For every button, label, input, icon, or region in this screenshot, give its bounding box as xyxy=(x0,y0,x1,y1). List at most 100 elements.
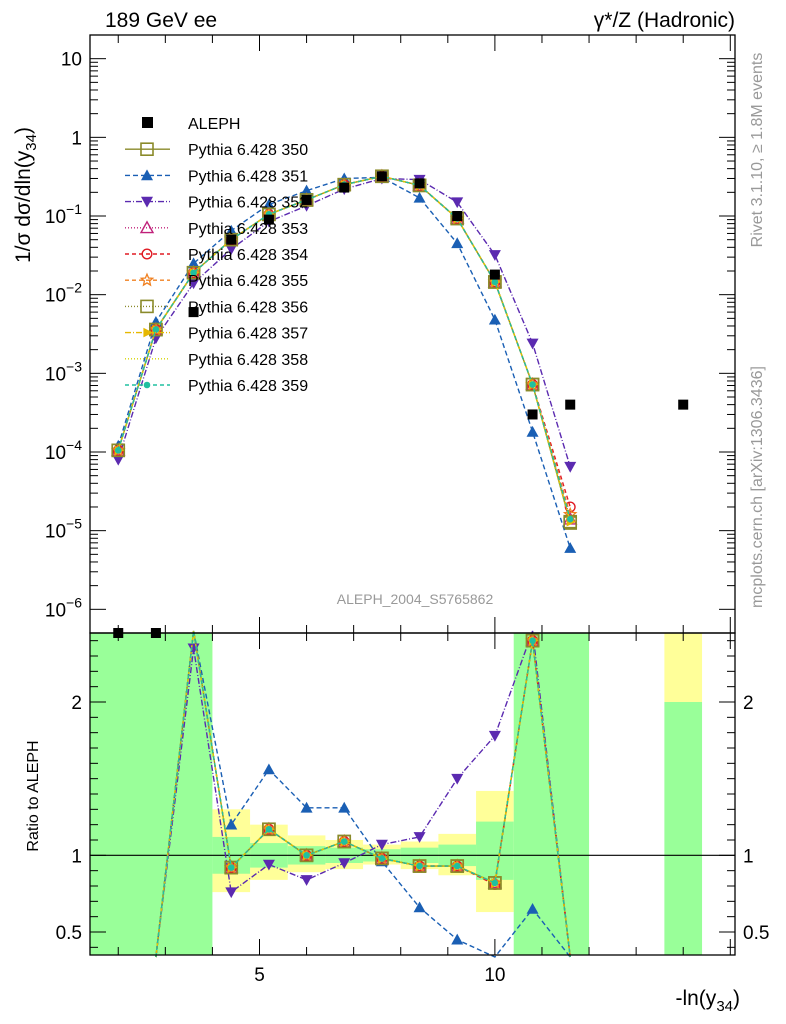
legend-entry-9: Pythia 6.428 359 xyxy=(125,378,308,395)
aleph-point-7 xyxy=(376,171,387,182)
band-green-8 xyxy=(476,821,514,880)
band-yellow-10 xyxy=(664,633,703,702)
main-point-2-10 xyxy=(488,250,501,261)
legend-marker-4 xyxy=(141,248,153,260)
legend-label-aleph: ALEPH xyxy=(188,116,240,133)
ratio-panel: 5 10 0.5 0.5 1 1 2 2 xyxy=(56,630,769,986)
ratio-point-9-10 xyxy=(529,637,536,644)
ratio-point-9-2 xyxy=(227,864,235,871)
main-point-9-10 xyxy=(491,278,499,286)
main-y-tick-label-2: 10−4 xyxy=(45,437,82,464)
legend-entry-5: Pythia 6.428 355 xyxy=(125,272,308,290)
main-point-1-4 xyxy=(262,198,275,210)
aleph-points xyxy=(113,171,689,638)
main-y-tick-label-0: 10−6 xyxy=(45,594,82,621)
aleph-point-6 xyxy=(339,182,350,193)
mcplots-label: mcplots.cern.ch [arXiv:1306.3436] xyxy=(749,366,766,608)
main-point-2-3 xyxy=(225,244,238,256)
ratio-y-tick-label-right-1: 1 xyxy=(743,846,754,867)
header-process: γ*/Z (Hadronic) xyxy=(594,9,735,32)
legend-label-2: Pythia 6.428 352 xyxy=(188,195,308,212)
ratio-point-1-5 xyxy=(338,801,351,813)
ratio-line-9 xyxy=(155,630,571,958)
main-point-1-10 xyxy=(488,313,501,325)
legend-label-1: Pythia 6.428 351 xyxy=(188,168,308,185)
main-point-1-12 xyxy=(564,542,577,553)
ratio-line-1 xyxy=(155,630,571,958)
legend-entry-0: Pythia 6.428 350 xyxy=(125,142,308,159)
legend-label-8: Pythia 6.428 358 xyxy=(188,352,308,369)
ratio-x-axis: 5 10 xyxy=(117,633,731,986)
ratio-y-tick-label-left-2: 2 xyxy=(71,693,82,714)
aleph-point-13 xyxy=(678,399,689,410)
header-energy: 189 GeV ee xyxy=(105,9,217,32)
main-point-1-3 xyxy=(225,224,238,236)
legend-label-5: Pythia 6.428 355 xyxy=(188,273,308,290)
ratio-y-tick-label-right-0: 0.5 xyxy=(743,923,769,944)
ratio-point-1-8 xyxy=(451,933,464,945)
legend-marker-5 xyxy=(139,272,155,287)
aleph-point-3 xyxy=(226,234,237,245)
main-y-tick-label-4: 10−2 xyxy=(45,280,82,307)
aleph-point-10 xyxy=(489,269,500,280)
legend-entry-6: Pythia 6.428 356 xyxy=(125,299,308,316)
aleph-point-5 xyxy=(301,194,312,205)
main-series-1 xyxy=(112,171,577,553)
ratio-point-2-8 xyxy=(451,773,464,785)
main-point-2-2 xyxy=(187,278,200,290)
ratio-point-2-3 xyxy=(262,859,275,871)
aleph-point-9 xyxy=(452,211,463,222)
main-y-tick-label-5: 10−1 xyxy=(45,201,82,228)
main-point-1-8 xyxy=(413,191,426,203)
ratio-x-tick-label-1: 10 xyxy=(484,965,505,986)
main-point-2-9 xyxy=(451,197,464,209)
ratio-point-9-6 xyxy=(378,855,386,862)
ratio-y-tick-label-left-0: 0.5 xyxy=(56,923,82,944)
ratio-uncertainty-bands xyxy=(90,633,703,955)
ratio-point-2-5 xyxy=(338,858,351,869)
main-y-tick-label-1: 10−5 xyxy=(45,516,82,543)
ratio-point-1-2 xyxy=(225,818,238,830)
legend-entry-3: Pythia 6.428 353 xyxy=(125,220,308,238)
main-point-9-0 xyxy=(114,447,122,454)
ratio-point-1-10 xyxy=(526,903,539,914)
rivet-label: Rivet 3.1.10, ≥ 1.8M events xyxy=(749,53,766,248)
legend-entry-1: Pythia 6.428 351 xyxy=(125,168,308,185)
main-point-9-11 xyxy=(529,381,536,388)
band-green-10 xyxy=(664,702,703,955)
ratio-point-1-4 xyxy=(300,801,313,813)
legend: ALEPH Pythia 6.428 350 Pythia 6.428 351 Pyt… xyxy=(125,116,308,395)
main-panel: 10−6 10−5 10−4 10−3 10−2 10−1 1 10 xyxy=(45,34,736,638)
ratio-point-9-8 xyxy=(453,862,461,870)
main-point-9-12 xyxy=(566,515,574,523)
legend-entry-8: Pythia 6.428 358 xyxy=(125,352,308,369)
ratio-point-9-3 xyxy=(265,825,273,833)
legend-marker-9 xyxy=(143,381,151,389)
ratio-point-9-9 xyxy=(491,879,499,887)
legend-entry-2: Pythia 6.428 352 xyxy=(125,195,308,212)
ratio-point-9-5 xyxy=(340,838,348,845)
ratio-series-9 xyxy=(155,630,571,958)
ratio-point-2-4 xyxy=(300,875,313,886)
legend-marker-3 xyxy=(139,220,155,234)
main-y-tick-label-6: 1 xyxy=(71,128,82,149)
analysis-watermark: ALEPH_2004_S5765862 xyxy=(337,591,494,607)
main-point-9-1 xyxy=(152,326,160,333)
legend-marker-2 xyxy=(141,196,153,208)
legend-label-6: Pythia 6.428 356 xyxy=(188,299,308,316)
main-y-axis: 10−6 10−5 10−4 10−3 10−2 10−1 1 10 xyxy=(45,34,735,621)
ratio-point-2-6 xyxy=(375,839,388,851)
legend-marker-6 xyxy=(140,299,154,314)
main-y-tick-label-3: 10−3 xyxy=(45,358,82,385)
ratio-point-2-9 xyxy=(488,730,501,742)
legend-marker-1 xyxy=(141,169,153,181)
ratio-point-9-7 xyxy=(416,862,423,870)
main-point-1-9 xyxy=(451,237,464,249)
ratio-y-axis: 0.5 0.5 1 1 2 2 xyxy=(56,640,769,948)
legend-label-9: Pythia 6.428 359 xyxy=(188,378,308,395)
main-point-1-11 xyxy=(526,425,539,437)
ratio-y-tick-label-right-2: 2 xyxy=(743,693,754,714)
main-point-1-5 xyxy=(300,184,313,196)
aleph-point-11 xyxy=(527,409,538,420)
main-point-2-0 xyxy=(112,454,125,466)
